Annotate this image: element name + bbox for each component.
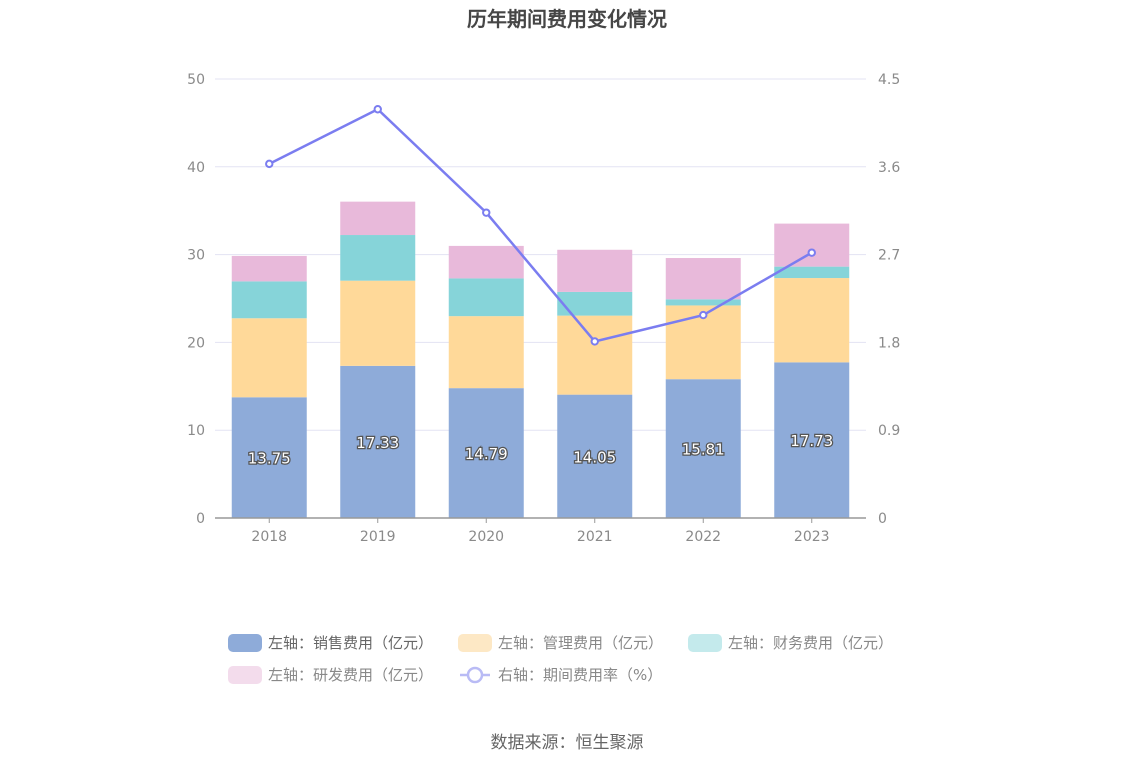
y-right-tick-label: 0.9 bbox=[878, 423, 900, 439]
bar-segment bbox=[665, 379, 741, 518]
y-left-tick-label: 0 bbox=[196, 511, 205, 527]
x-tick-label: 2018 bbox=[251, 529, 287, 545]
line-point bbox=[482, 208, 491, 217]
bar-segment bbox=[340, 235, 416, 281]
y-axis-right: 0 0.9 1.8 2.7 3.6 4.5 bbox=[878, 72, 900, 527]
bar-segment bbox=[231, 281, 307, 319]
line-path bbox=[268, 107, 813, 343]
bar-segment bbox=[231, 255, 307, 282]
legend-swatch bbox=[458, 634, 492, 652]
line-point bbox=[590, 337, 599, 346]
data-source: 数据来源：恒生聚源 bbox=[491, 733, 644, 753]
y-left-tick-label: 40 bbox=[187, 160, 205, 176]
bar-segment bbox=[231, 318, 307, 398]
bar-segment bbox=[448, 388, 524, 518]
y-left-tick-label: 20 bbox=[187, 335, 205, 351]
x-tick-label: 2019 bbox=[360, 529, 396, 545]
line-point bbox=[807, 248, 816, 257]
bar-segment bbox=[665, 258, 741, 300]
line-series bbox=[265, 105, 816, 346]
y-left-tick-label: 10 bbox=[187, 423, 205, 439]
bar-data-label: 13.75 bbox=[248, 450, 291, 468]
bar-segment bbox=[557, 291, 633, 316]
legend-swatch bbox=[228, 666, 262, 684]
bar-segment bbox=[774, 266, 850, 279]
bar-segment bbox=[340, 365, 416, 518]
y-right-tick-label: 3.6 bbox=[878, 160, 900, 176]
x-tick-label: 2023 bbox=[794, 529, 830, 545]
y-left-tick-label: 30 bbox=[187, 248, 205, 264]
x-tick-label: 2020 bbox=[468, 529, 504, 545]
legend: 左轴：销售费用（亿元） 左轴：管理费用（亿元） 左轴：财务费用（亿元） 左轴：研发费用… bbox=[228, 634, 893, 684]
line-point bbox=[699, 310, 708, 320]
line-point bbox=[265, 159, 274, 169]
legend-label: 左轴：研发费用（亿元） bbox=[268, 666, 433, 684]
y-right-tick-label: 1.8 bbox=[878, 335, 900, 351]
legend-swatch bbox=[228, 634, 262, 652]
bar-series: 13.75 17.33 14.79 14.05 15.81 17.73 bbox=[231, 201, 850, 518]
y-right-tick-label: 0 bbox=[878, 511, 887, 527]
bar-segment bbox=[557, 315, 633, 395]
legend-label: 右轴：期间费用率（%） bbox=[498, 666, 662, 684]
bar-data-label: 17.73 bbox=[790, 432, 833, 450]
x-tick-label: 2021 bbox=[577, 529, 613, 545]
legend-label: 左轴：管理费用（亿元） bbox=[498, 634, 663, 652]
bar-segment bbox=[231, 397, 307, 518]
bar-segment bbox=[340, 201, 416, 236]
bar-segment bbox=[340, 280, 416, 366]
legend-label: 左轴：财务费用（亿元） bbox=[728, 634, 893, 652]
legend-swatch bbox=[688, 634, 722, 652]
bar-segment bbox=[557, 394, 633, 518]
bar-data-label: 14.79 bbox=[465, 445, 508, 463]
bar-segment bbox=[448, 316, 524, 389]
bar-data-label: 14.05 bbox=[573, 448, 616, 466]
y-right-tick-label: 4.5 bbox=[878, 72, 900, 88]
bar-segment bbox=[557, 249, 633, 292]
x-tick-label: 2022 bbox=[685, 529, 721, 545]
bar-data-label: 17.33 bbox=[356, 434, 399, 452]
bar-segment bbox=[448, 278, 524, 317]
bar-segment bbox=[665, 299, 741, 306]
legend-label: 左轴：销售费用（亿元） bbox=[268, 634, 433, 652]
y-axis-left: 0 10 20 30 40 50 bbox=[187, 72, 205, 527]
x-axis: 2018 2019 2020 2021 2022 2023 bbox=[215, 517, 866, 545]
bar-segment bbox=[774, 278, 850, 363]
chart-title: 历年期间费用变化情况 bbox=[467, 7, 667, 31]
y-right-tick-label: 2.7 bbox=[878, 248, 900, 264]
bar-segment bbox=[774, 223, 850, 267]
legend-marker-swatch bbox=[466, 666, 484, 684]
line-point bbox=[373, 105, 382, 114]
bar-segment bbox=[448, 245, 524, 279]
y-left-tick-label: 50 bbox=[187, 72, 205, 88]
bar-segment bbox=[774, 362, 850, 518]
bar-data-label: 15.81 bbox=[682, 441, 725, 459]
grid-lines bbox=[215, 78, 866, 431]
